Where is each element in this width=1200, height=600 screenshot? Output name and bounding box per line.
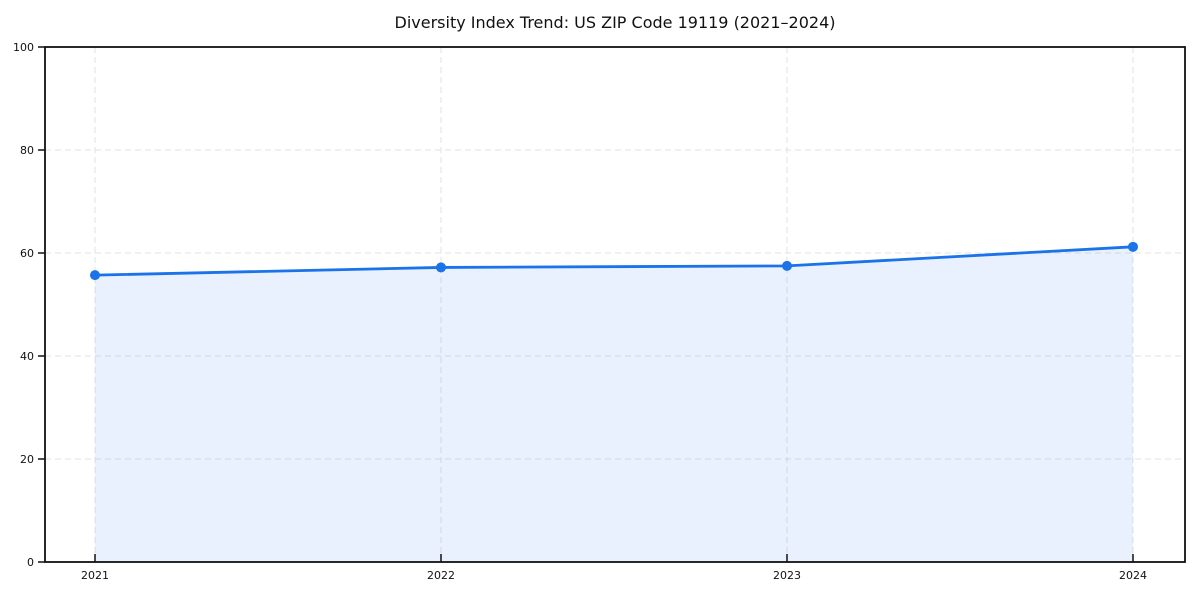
y-tick-label: 0 — [27, 556, 34, 569]
y-tick-label: 100 — [13, 41, 34, 54]
plot-frame — [44, 46, 1186, 563]
data-point — [90, 270, 100, 281]
data-point — [436, 262, 446, 273]
x-tick-label: 2024 — [1119, 569, 1147, 582]
y-tick-label: 20 — [20, 453, 34, 466]
data-point — [1128, 241, 1138, 252]
y-tick-label: 80 — [20, 144, 34, 157]
trend-line — [93, 245, 1135, 277]
area-fill — [95, 246, 1133, 562]
x-tick-label: 2022 — [427, 569, 455, 582]
y-tick-label: 60 — [20, 247, 34, 260]
y-tick-label: 40 — [20, 350, 34, 363]
x-tick-label: 2021 — [81, 569, 109, 582]
x-tick-label: 2023 — [773, 569, 801, 582]
chart-title: Diversity Index Trend: US ZIP Code 19119… — [394, 13, 836, 32]
data-point — [782, 260, 792, 271]
